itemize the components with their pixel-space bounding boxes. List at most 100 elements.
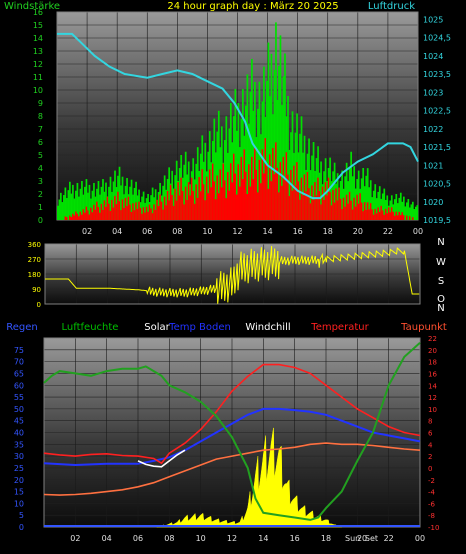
wind-mean-bar xyxy=(270,181,273,220)
rain-left-tick: 25 xyxy=(14,464,24,473)
wind-gust-bar xyxy=(123,194,125,220)
wind-mean-bar xyxy=(150,208,152,220)
wind-gust-bar xyxy=(213,118,216,220)
wind-gust-bar xyxy=(100,186,103,220)
wind-mean-bar xyxy=(267,188,270,220)
wind-mean-bar xyxy=(139,207,142,220)
wind-mean-bar xyxy=(129,204,131,220)
wind-mean-bar xyxy=(248,164,250,220)
wind-mean-bar xyxy=(64,216,67,220)
wind-gust-bar xyxy=(266,80,268,221)
wind-gust-bar xyxy=(214,152,217,220)
wind-axis-label: Windstärke xyxy=(4,1,60,12)
wind-gust-bar xyxy=(118,166,121,220)
wind-gust-bar xyxy=(129,186,131,220)
wind-mean-bar xyxy=(208,169,211,220)
wind-mean-bar xyxy=(73,215,76,220)
wind-mean-bar xyxy=(320,204,322,220)
wind-gust-bar xyxy=(141,196,143,220)
wind-mean-bar xyxy=(201,169,204,220)
wind-mean-bar xyxy=(93,204,95,220)
direction-left-tick: 270 xyxy=(28,256,41,264)
wind-gust-bar xyxy=(178,168,181,220)
wind-mean-bar xyxy=(235,194,238,220)
wind-gust-bar xyxy=(246,74,249,221)
direction-left-tick: 0 xyxy=(37,301,41,309)
wind-mean-bar xyxy=(82,209,85,220)
wind-mean-bar xyxy=(111,199,113,220)
wind-mean-bar xyxy=(272,148,274,220)
wind-mean-bar xyxy=(341,209,343,220)
temp-right-tick: 12 xyxy=(428,394,437,402)
wind-gust-bar xyxy=(341,170,343,220)
wind-mean-bar xyxy=(75,211,77,220)
wind-gust-bar xyxy=(228,128,231,220)
wind-gust-bar xyxy=(60,192,62,220)
wind-mean-bar xyxy=(130,211,133,220)
wind-gust-bar xyxy=(344,176,346,220)
temp-right-tick: -4 xyxy=(428,489,436,497)
wind-mean-bar xyxy=(135,202,137,220)
wind-gust-bar xyxy=(207,151,210,220)
wind-mean-bar xyxy=(193,203,196,220)
wind-mean-bar xyxy=(205,176,208,220)
wind-left-tick: 4 xyxy=(38,164,43,173)
wind-mean-bar xyxy=(290,169,292,220)
wind-gust-bar xyxy=(64,187,67,220)
wind-mean-bar xyxy=(329,191,331,220)
wind-gust-bar xyxy=(88,184,91,220)
wind-left-tick: 11 xyxy=(33,73,43,82)
wind-mean-bar xyxy=(106,196,109,220)
wind-mean-bar xyxy=(360,202,363,220)
wind-mean-bar xyxy=(312,199,315,220)
wind-gust-bar xyxy=(87,192,89,220)
rain-left-tick: 45 xyxy=(14,417,24,426)
wind-left-tick: 3 xyxy=(38,177,43,186)
wind-mean-bar xyxy=(189,195,192,220)
wind-chart-title: 24 hour graph day : März 20 2025 xyxy=(167,1,338,12)
wind-gust-bar xyxy=(351,176,354,220)
pressure-right-tick: 1023 xyxy=(423,88,443,97)
wind-gust-bar xyxy=(282,76,285,220)
wind-gust-bar xyxy=(97,181,100,220)
wind-mean-bar xyxy=(213,181,216,220)
wind-gust-bar xyxy=(263,66,265,220)
direction-left-tick: 180 xyxy=(28,271,41,279)
direction-left-tick: 90 xyxy=(32,286,41,294)
wind-gust-bar xyxy=(120,185,122,220)
wind-mean-bar xyxy=(309,203,312,220)
wind-mean-bar xyxy=(109,210,112,220)
wind-mean-bar xyxy=(348,191,351,220)
wind-mean-bar xyxy=(166,190,169,220)
wind-mean-bar xyxy=(368,209,371,220)
wind-mean-bar xyxy=(231,182,234,220)
wind-gust-bar xyxy=(81,181,83,220)
wind-mean-bar xyxy=(356,194,359,220)
pressure-right-tick: 1020 xyxy=(423,198,443,207)
temp-right-tick: 22 xyxy=(428,335,437,343)
wind-mean-bar xyxy=(102,209,104,220)
wind-gust-bar xyxy=(330,181,333,220)
wind-gust-bar xyxy=(147,194,149,220)
rain-left-tick: 55 xyxy=(14,393,24,402)
wind-mean-bar xyxy=(217,193,220,220)
wind-gust-bar xyxy=(389,200,392,220)
wind-mean-bar xyxy=(333,202,336,220)
wind-mean-bar xyxy=(299,199,301,220)
temp-right-tick: 2 xyxy=(428,453,432,461)
climate-x-tick: 12 xyxy=(227,534,237,543)
direction-line xyxy=(45,245,420,304)
wind-gust-bar xyxy=(366,168,369,220)
wind-gust-bar xyxy=(102,179,104,220)
wind-mean-bar xyxy=(351,209,354,220)
wind-mean-bar xyxy=(311,185,313,220)
wind-left-tick: 14 xyxy=(33,34,43,43)
wind-mean-bar xyxy=(162,209,164,220)
wind-mean-bar xyxy=(284,179,286,220)
legend-entry: Taupunkt xyxy=(400,322,447,333)
wind-mean-bar xyxy=(372,214,375,220)
wind-mean-bar xyxy=(184,186,187,220)
wind-gust-bar xyxy=(276,99,279,220)
wind-gust-bar xyxy=(58,199,61,220)
wind-mean-bar xyxy=(183,204,186,220)
